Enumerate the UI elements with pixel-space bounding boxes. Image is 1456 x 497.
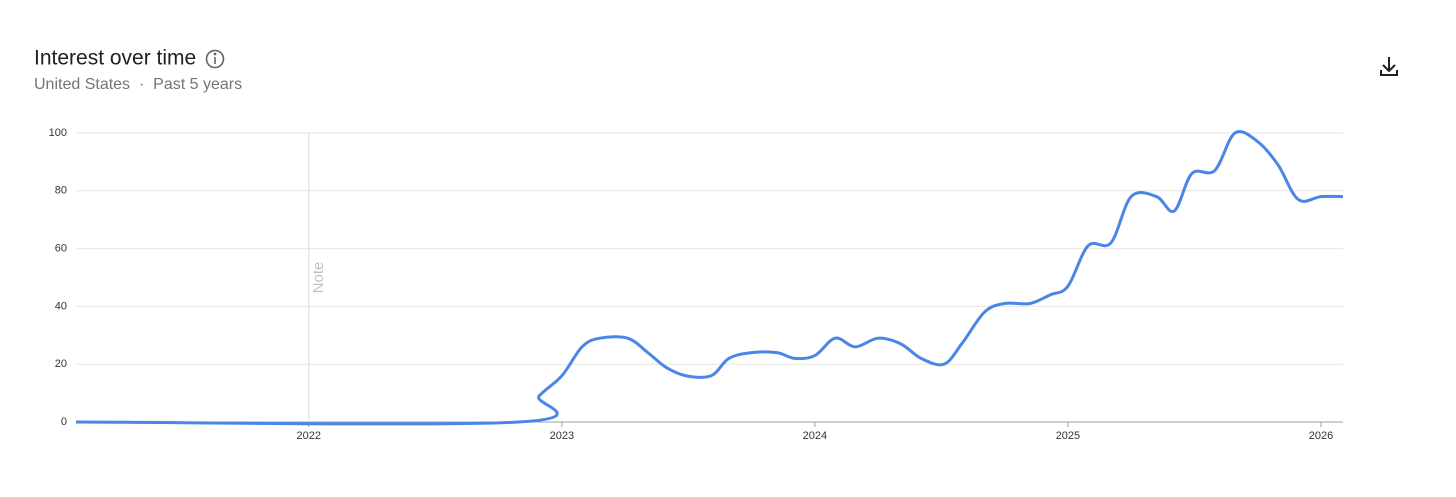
y-tick-label: 80: [55, 185, 67, 197]
chart-subtitle: United States · Past 5 years: [34, 76, 242, 93]
y-tick-label: 40: [55, 300, 67, 312]
x-tick-label: 2023: [550, 430, 574, 442]
annotation-label: Note: [310, 262, 327, 294]
y-tick-label: 0: [61, 416, 67, 428]
x-tick-label: 2025: [1056, 430, 1080, 442]
chart-title: Interest over time: [34, 47, 196, 70]
x-tick-label: 2022: [297, 430, 321, 442]
x-tick-label: 2026: [1309, 430, 1333, 442]
line-series: [75, 130, 1344, 426]
info-icon[interactable]: [205, 49, 225, 69]
y-tick-label: 60: [55, 243, 67, 255]
y-tick-label: 100: [49, 127, 67, 139]
x-tick-label: 2024: [803, 430, 827, 442]
y-tick-label: 20: [55, 358, 67, 370]
download-button[interactable]: [1380, 57, 1398, 76]
